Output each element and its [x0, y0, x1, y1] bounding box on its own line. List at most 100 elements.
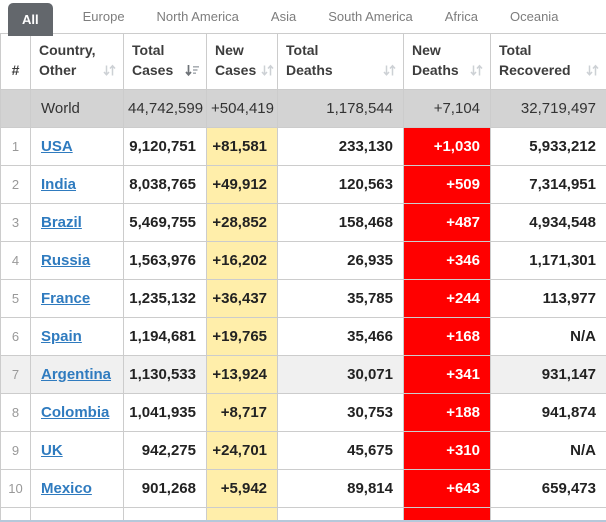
table-row: 6 Spain 1,194,681 +19,765 35,466 +168 N/… — [0, 316, 606, 356]
new-deaths-cell: +244 — [403, 278, 491, 318]
tab-oceania[interactable]: Oceania — [510, 9, 559, 24]
country-cell: Mexico — [30, 468, 124, 508]
rank-cell: 8 — [0, 392, 31, 432]
rank-cell — [0, 88, 31, 128]
world-row: World 44,742,599 +504,419 1,178,544 +7,1… — [0, 88, 606, 128]
rank-cell: 2 — [0, 164, 31, 204]
country-cell: World — [30, 88, 124, 128]
country-link-brazil[interactable]: Brazil — [41, 213, 82, 231]
column-label-line1: Total — [132, 42, 165, 58]
sort-toggle-icon[interactable] — [260, 64, 275, 77]
column-label-line2: Deaths — [286, 62, 333, 79]
total-recovered-cell: 1,171,301 — [490, 240, 606, 280]
new-deaths-cell: +487 — [403, 202, 491, 242]
new-cases-cell: +28,852 — [206, 202, 278, 242]
table-header-row: # Country, Other Total Cases — [0, 33, 606, 90]
total-deaths-cell: 1,178,544 — [277, 88, 404, 128]
new-deaths-cell: +1,030 — [403, 126, 491, 166]
country-link-mexico[interactable]: Mexico — [41, 479, 92, 497]
col-header-country[interactable]: Country, Other — [30, 33, 124, 90]
sort-toggle-icon[interactable] — [382, 64, 397, 77]
new-deaths-cell: +643 — [403, 468, 491, 508]
tab-south-america[interactable]: South America — [328, 9, 413, 24]
country-link-uk[interactable]: UK — [41, 441, 63, 459]
new-cases-cell: +36,437 — [206, 278, 278, 318]
sort-toggle-icon[interactable] — [585, 64, 600, 77]
col-header-total-cases[interactable]: Total Cases — [123, 33, 207, 90]
sort-toggle-icon[interactable] — [469, 64, 484, 77]
new-deaths-cell: +168 — [403, 316, 491, 356]
total-deaths-cell: 35,785 — [277, 278, 404, 318]
total-recovered-cell: 4,934,548 — [490, 202, 606, 242]
total-cases-cell: 44,742,599 — [123, 88, 207, 128]
country-link-spain[interactable]: Spain — [41, 327, 82, 345]
total-deaths-cell: 35,466 — [277, 316, 404, 356]
new-cases-cell: +81,581 — [206, 126, 278, 166]
total-recovered-cell: 931,147 — [490, 354, 606, 394]
country-cell: UK — [30, 430, 124, 470]
table-row: 8 Colombia 1,041,935 +8,717 30,753 +188 … — [0, 392, 606, 432]
total-recovered-cell: 113,977 — [490, 278, 606, 318]
country-link-colombia[interactable]: Colombia — [41, 403, 110, 421]
table-row: 10 Mexico 901,268 +5,942 89,814 +643 659… — [0, 468, 606, 508]
total-recovered-cell: 5,933,212 — [490, 126, 606, 166]
new-deaths-cell: +346 — [403, 240, 491, 280]
col-header-new-cases[interactable]: New Cases — [206, 33, 278, 90]
column-label-line2: Other — [39, 62, 77, 79]
col-header-rank: # — [0, 33, 31, 90]
country-cell: Argentina — [30, 354, 124, 394]
new-deaths-cell: +7,104 — [403, 88, 491, 128]
total-recovered-cell: 7,314,951 — [490, 164, 606, 204]
col-header-total-deaths[interactable]: Total Deaths — [277, 33, 404, 90]
table-row: 5 France 1,235,132 +36,437 35,785 +244 1… — [0, 278, 606, 318]
total-cases-cell: 5,469,755 — [123, 202, 207, 242]
rank-cell: 3 — [0, 202, 31, 242]
total-cases-cell: 8,038,765 — [123, 164, 207, 204]
country-link-india[interactable]: India — [41, 175, 77, 193]
column-label-line2: Cases — [132, 62, 174, 79]
country-link-russia[interactable]: Russia — [41, 251, 91, 269]
total-recovered-cell: 941,874 — [490, 392, 606, 432]
table-row: 7 Argentina 1,130,533 +13,924 30,071 +34… — [0, 354, 606, 394]
tab-all[interactable]: All — [8, 3, 53, 36]
column-label-line2: # — [11, 62, 20, 79]
total-deaths-cell: 30,753 — [277, 392, 404, 432]
tab-north-america[interactable]: North America — [156, 9, 239, 24]
column-label-line2: Cases — [215, 62, 257, 79]
col-header-total-recovered[interactable]: Total Recovered — [490, 33, 606, 90]
total-cases-cell: 9,120,751 — [123, 126, 207, 166]
new-cases-cell: +504,419 — [206, 88, 278, 128]
sort-toggle-icon[interactable] — [102, 64, 117, 77]
country-link-france[interactable]: France — [41, 289, 91, 307]
table-row: 9 UK 942,275 +24,701 45,675 +310 N/A — [0, 430, 606, 470]
column-label-line1: Total — [286, 42, 319, 58]
col-header-new-deaths[interactable]: New Deaths — [403, 33, 491, 90]
country-link-argentina[interactable]: Argentina — [41, 365, 112, 383]
table-row: 2 India 8,038,765 +49,912 120,563 +509 7… — [0, 164, 606, 204]
country-cell: Brazil — [30, 202, 124, 242]
column-label-line2: Recovered — [499, 62, 571, 79]
total-deaths-cell: 26,935 — [277, 240, 404, 280]
new-cases-cell: +49,912 — [206, 164, 278, 204]
tab-europe[interactable]: Europe — [82, 9, 125, 24]
new-cases-cell: +5,942 — [206, 468, 278, 508]
new-deaths-cell: +310 — [403, 430, 491, 470]
total-deaths-cell: 158,468 — [277, 202, 404, 242]
total-deaths-cell: 30,071 — [277, 354, 404, 394]
tab-asia[interactable]: Asia — [270, 9, 297, 24]
country-link-usa[interactable]: USA — [41, 137, 73, 155]
new-deaths-cell: +188 — [403, 392, 491, 432]
rank-cell: 10 — [0, 468, 31, 508]
total-cases-cell: 1,041,935 — [123, 392, 207, 432]
sort-desc-icon[interactable] — [184, 64, 200, 77]
rank-cell: 1 — [0, 126, 31, 166]
tab-africa[interactable]: Africa — [444, 9, 478, 24]
rank-cell: 4 — [0, 240, 31, 280]
country-cell: India — [30, 164, 124, 204]
country-cell: Colombia — [30, 392, 124, 432]
total-cases-cell: 901,268 — [123, 468, 207, 508]
total-deaths-cell: 233,130 — [277, 126, 404, 166]
total-recovered-cell: 659,473 — [490, 468, 606, 508]
total-deaths-cell: 45,675 — [277, 430, 404, 470]
